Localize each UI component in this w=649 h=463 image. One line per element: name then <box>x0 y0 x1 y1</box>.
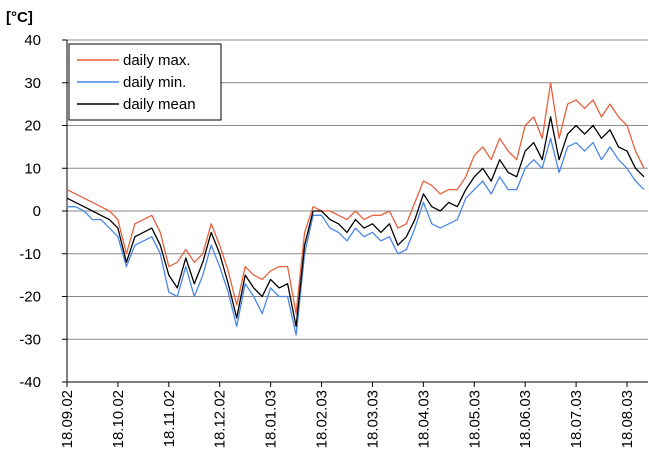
y-tick-label: 10 <box>24 160 41 177</box>
legend-label: daily mean <box>123 96 196 113</box>
y-tick-label: 0 <box>33 203 41 220</box>
legend-label: daily min. <box>123 74 186 91</box>
x-tick-label: 18.01.03 <box>263 390 280 448</box>
y-tick-label: 30 <box>24 75 41 92</box>
y-tick-label: -30 <box>19 331 41 348</box>
x-tick-label: 18.03.03 <box>364 390 381 448</box>
x-tick-label: 18.12.02 <box>212 390 229 448</box>
y-tick-label: -20 <box>19 289 41 306</box>
y-tick-label: 40 <box>24 32 41 49</box>
y-tick-label: -40 <box>19 374 41 391</box>
x-tick-label: 18.05.03 <box>466 390 483 448</box>
x-tick-label: 18.11.02 <box>161 390 178 447</box>
x-tick-label: 18.06.03 <box>517 390 534 448</box>
y-axis-label: [°C] <box>6 9 33 26</box>
x-tick-label: 18.04.03 <box>415 390 432 448</box>
legend-label: daily max. <box>123 52 191 69</box>
x-tick-label: 18.07.03 <box>568 390 585 448</box>
x-tick-label: 18.08.03 <box>619 390 636 448</box>
y-tick-label: 20 <box>24 118 41 135</box>
x-tick-label: 18.02.03 <box>314 390 331 448</box>
y-tick-label: -10 <box>19 246 41 263</box>
series-line <box>67 137 645 336</box>
series-line <box>66 82 645 315</box>
series-line <box>66 116 645 328</box>
x-tick-label: 18.10.02 <box>110 390 127 448</box>
x-tick-label: 18.09.02 <box>59 390 76 448</box>
